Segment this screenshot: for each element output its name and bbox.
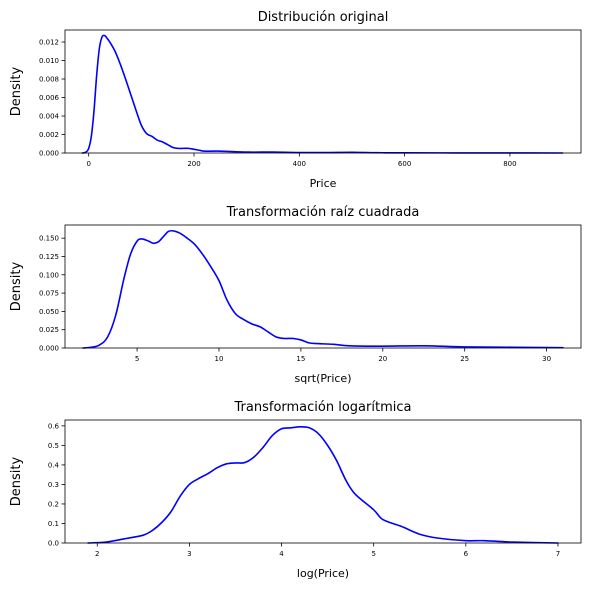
- x-tick-label: 4: [279, 550, 284, 558]
- x-tick-label: 600: [398, 160, 411, 168]
- y-tick-label: 0.0: [48, 540, 59, 548]
- y-tick-label: 0.075: [39, 290, 59, 298]
- density-curve: [81, 34, 564, 154]
- x-tick-label: 5: [371, 550, 375, 558]
- y-tick-label: 0.3: [48, 481, 59, 489]
- y-axis-label: Density: [9, 456, 24, 506]
- plot-frame: [64, 224, 582, 349]
- y-tick-label: 0.1: [48, 520, 59, 528]
- x-axis-label: Price: [310, 177, 337, 190]
- x-tick-label: 2: [95, 550, 99, 558]
- y-tick-label: 0.5: [48, 442, 59, 450]
- chart-panel-3: Transformación logarítmica log(Price) Dens…: [9, 400, 582, 580]
- chart-title: Transformación logarítmica: [234, 400, 412, 415]
- y-tick-label: 0.150: [39, 235, 59, 243]
- y-tick-label: 0.6: [48, 422, 60, 430]
- x-tick-label: 10: [215, 355, 224, 363]
- chart-title: Transformación raíz cuadrada: [226, 205, 420, 220]
- x-tick-label: 15: [296, 355, 305, 363]
- y-tick-label: 0.004: [39, 113, 60, 121]
- y-axis-label: Density: [9, 261, 24, 311]
- x-tick-label: 7: [556, 550, 560, 558]
- y-tick-label: 0.2: [48, 500, 59, 508]
- plot-frame: [64, 419, 582, 544]
- x-tick-label: 30: [542, 355, 551, 363]
- y-tick-label: 0.008: [39, 76, 59, 84]
- y-tick-label: 0.002: [39, 131, 59, 139]
- y-tick-label: 0.012: [39, 39, 59, 47]
- chart-panel-2: Transformación raíz cuadrada sqrt(Price) D…: [9, 205, 582, 385]
- charts-container: Distribución original Price Density 0 200 400…: [9, 10, 582, 580]
- x-axis-label: sqrt(Price): [295, 372, 352, 385]
- x-tick-label: 5: [135, 355, 139, 363]
- x-tick-label: 6: [464, 550, 469, 558]
- x-axis-label: log(Price): [297, 567, 349, 580]
- x-tick-label: 200: [187, 160, 200, 168]
- y-axis-label: Density: [9, 66, 24, 116]
- x-tick-label: 800: [503, 160, 516, 168]
- y-tick-label: 0.006: [39, 94, 60, 102]
- density-curve: [87, 426, 559, 544]
- y-tick-label: 0.000: [39, 345, 59, 353]
- y-tick-label: 0.010: [39, 57, 59, 65]
- x-tick-label: 20: [378, 355, 387, 363]
- chart-title: Distribución original: [258, 10, 389, 25]
- y-tick-label: 0.000: [39, 150, 59, 158]
- y-tick-label: 0.050: [39, 308, 59, 316]
- x-tick-label: 25: [460, 355, 469, 363]
- y-tick-label: 0.4: [48, 461, 60, 469]
- y-tick-label: 0.125: [39, 253, 59, 261]
- y-tick-label: 0.025: [39, 326, 59, 334]
- plot-frame: [64, 29, 582, 154]
- chart-panel-1: Distribución original Price Density 0 200 400…: [9, 10, 582, 190]
- x-tick-label: 3: [187, 550, 191, 558]
- x-tick-label: 0: [86, 160, 90, 168]
- x-tick-label: 400: [293, 160, 306, 168]
- density-curve: [82, 229, 564, 349]
- y-tick-label: 0.100: [39, 271, 59, 279]
